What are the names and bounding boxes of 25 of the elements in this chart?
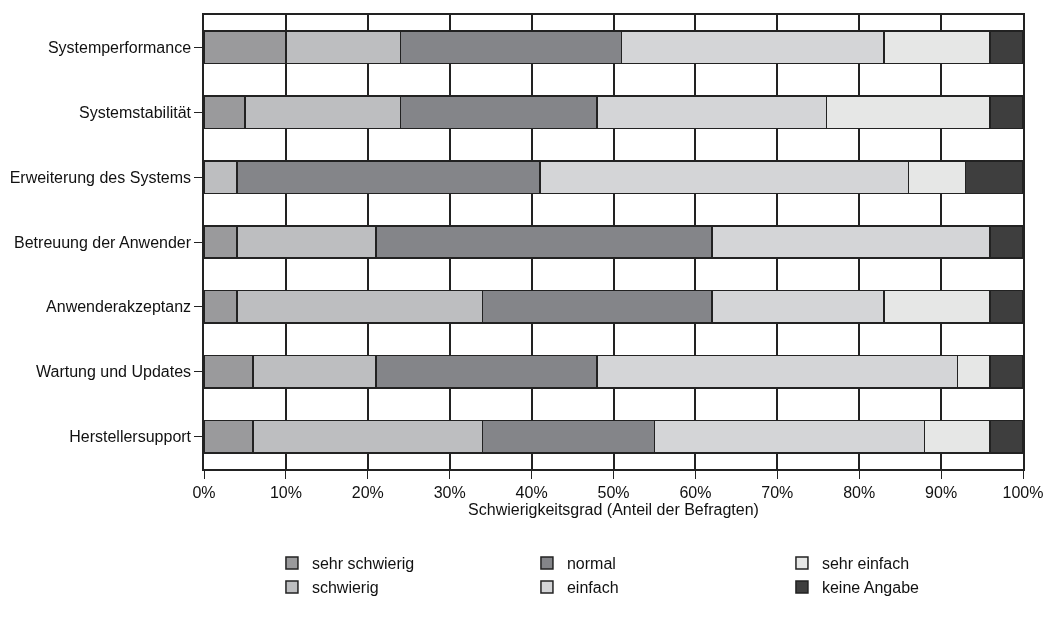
x-tick-label: 60%: [679, 483, 712, 501]
y-tick-label: Betreuung der Anwender: [14, 233, 192, 251]
legend-label: normal: [566, 555, 616, 573]
legend-label: sehr einfach: [821, 555, 910, 573]
y-tick-label: Systemstabilität: [79, 103, 192, 121]
x-tick-label: 70%: [761, 483, 794, 501]
legend-label: schwierig: [311, 579, 379, 597]
x-tick-label: 50%: [597, 483, 630, 501]
y-tick-label: Herstellersupport: [69, 428, 192, 446]
x-tick-label: 0%: [192, 483, 216, 501]
legend-label: einfach: [566, 579, 619, 597]
x-tick-label: 20%: [351, 483, 384, 501]
x-tick-label: 30%: [433, 483, 466, 501]
x-axis-title: Schwierigkeitsgrad (Anteil der Befragten): [468, 501, 759, 519]
x-tick-label: 90%: [925, 483, 958, 501]
x-tick-label: 100%: [1002, 483, 1044, 501]
legend-label: keine Angabe: [821, 579, 920, 597]
y-tick-label: Anwenderakzeptanz: [46, 298, 192, 316]
x-tick-label: 40%: [515, 483, 548, 501]
legend-label: sehr schwierig: [311, 555, 415, 573]
x-tick-label: 80%: [843, 483, 876, 501]
y-tick-label: Erweiterung des Systems: [9, 168, 192, 186]
y-tick-label: Systemperformance: [47, 39, 192, 57]
x-tick-label: 10%: [269, 483, 302, 501]
y-tick-label: Wartung und Updates: [35, 363, 192, 381]
